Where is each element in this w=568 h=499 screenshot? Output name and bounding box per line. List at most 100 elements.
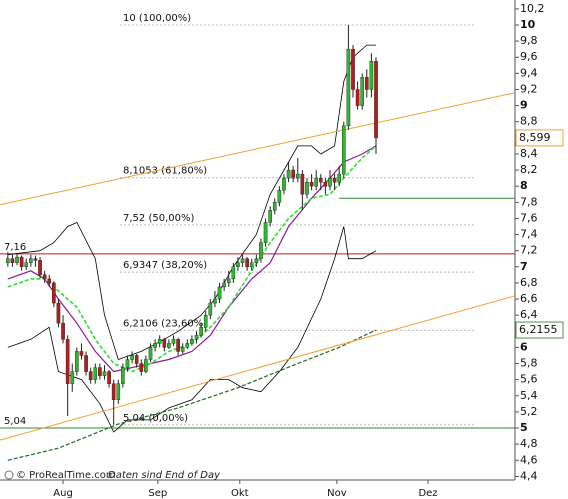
price-box-label: 8,599: [519, 131, 551, 144]
indicator-line: [0, 295, 516, 441]
candle-body: [286, 169, 291, 179]
y-tick-label: 5,2: [520, 405, 538, 418]
x-tick-label: Sep: [148, 488, 167, 499]
y-tick-label: 10: [520, 18, 536, 31]
y-tick-label: 4,6: [520, 453, 538, 466]
candle-body: [47, 278, 52, 284]
candle-body: [116, 383, 121, 400]
price-box-label: 6,2155: [519, 323, 558, 336]
candle-body: [236, 262, 240, 268]
y-tick-label: 9,8: [520, 34, 538, 47]
candle-body: [6, 258, 10, 263]
candle-body: [157, 339, 162, 344]
candle-body: [341, 125, 346, 175]
candle-body: [75, 351, 79, 372]
candle-body: [38, 260, 42, 276]
candle-body: [107, 371, 111, 384]
candle-body: [171, 339, 176, 344]
y-tick-label: 5,4: [520, 389, 538, 402]
fib-label: 10 (100,00%): [123, 13, 191, 24]
candle-body: [176, 339, 180, 352]
candle-body: [217, 286, 222, 300]
x-tick-label: Dez: [418, 488, 437, 499]
plot-area: 10 (100,00%) 8,1053 (61,80%) 7,52 (50,00%)…: [0, 13, 516, 461]
candle-body: [24, 262, 29, 268]
candle-body: [240, 258, 245, 263]
candle-body: [282, 177, 286, 191]
candle-body: [15, 256, 19, 263]
y-tick-label: 7,6: [520, 211, 538, 224]
footer-note: Daten sind End of Day: [108, 470, 221, 481]
candle-body: [139, 363, 144, 372]
candle-body: [268, 210, 272, 223]
y-tick-label: 8,4: [520, 147, 538, 160]
y-tick-label: 10,2: [520, 2, 545, 15]
candle-body: [79, 351, 84, 356]
candle-body: [148, 347, 153, 360]
y-tick-label: 9: [520, 99, 528, 112]
candle-body: [111, 383, 116, 400]
candle-body: [364, 77, 369, 90]
candle-body: [254, 258, 259, 263]
indicator-line: [0, 92, 516, 206]
indicator-line: [7, 329, 377, 461]
candle-body: [374, 61, 378, 139]
fib-label: 6,9347 (38,20%): [123, 260, 207, 271]
candle-body: [300, 173, 305, 195]
candle-body: [29, 258, 33, 263]
y-tick-label: 5,6: [520, 373, 538, 386]
candle-body: [194, 335, 199, 340]
candle-body: [346, 48, 351, 126]
x-tick-label: Aug: [53, 488, 73, 499]
candle-body: [277, 190, 282, 203]
candle-body: [153, 343, 157, 348]
candle-body: [259, 242, 263, 259]
candle-body: [231, 266, 236, 280]
candle-body: [93, 367, 98, 380]
x-tick-label: Okt: [231, 488, 249, 499]
candle-body: [33, 258, 38, 261]
candle-body: [180, 347, 185, 352]
y-tick-label: 9,4: [520, 66, 538, 79]
y-tick-label: 5: [520, 421, 528, 434]
candle-body: [203, 314, 208, 328]
price-box: [515, 129, 564, 147]
fib-label: 8,1053 (61,80%): [123, 166, 207, 177]
candle-body: [323, 181, 328, 187]
candle-body: [332, 177, 337, 183]
y-tick-label: 6: [520, 340, 528, 353]
candle-body: [291, 169, 295, 179]
y-tick-label: 7,2: [520, 244, 538, 257]
y-tick-label: 7: [520, 260, 528, 273]
candle-body: [125, 359, 130, 368]
horizontal-line-label: 5,04: [4, 416, 26, 427]
candle-body: [351, 48, 355, 90]
candle-body: [369, 61, 374, 90]
y-tick-label: 6,8: [520, 276, 538, 289]
candle-body: [213, 298, 217, 304]
candle-body: [337, 173, 342, 183]
fib-label: 5,04 (0,00%): [123, 413, 188, 424]
candle-body: [360, 77, 365, 106]
candle-body: [42, 274, 47, 280]
candle-body: [61, 323, 65, 340]
candle-body: [134, 355, 139, 364]
candle-body: [222, 282, 226, 288]
candle-body: [318, 177, 323, 183]
candle-body: [355, 89, 360, 106]
candle-body: [245, 258, 249, 268]
y-tick-label: 4,8: [520, 437, 538, 450]
y-tick-label: 8: [520, 179, 528, 192]
candle-body: [10, 258, 15, 263]
price-box: [515, 321, 564, 339]
y-tick-label: 6,6: [520, 292, 538, 305]
candle-body: [98, 367, 102, 376]
candle-body: [185, 343, 190, 348]
y-tick-label: 7,4: [520, 228, 538, 241]
y-tick-label: 8,8: [520, 115, 538, 128]
candle-body: [56, 302, 61, 324]
fib-label: 7,52 (50,00%): [123, 213, 194, 224]
candle-body: [272, 202, 277, 211]
